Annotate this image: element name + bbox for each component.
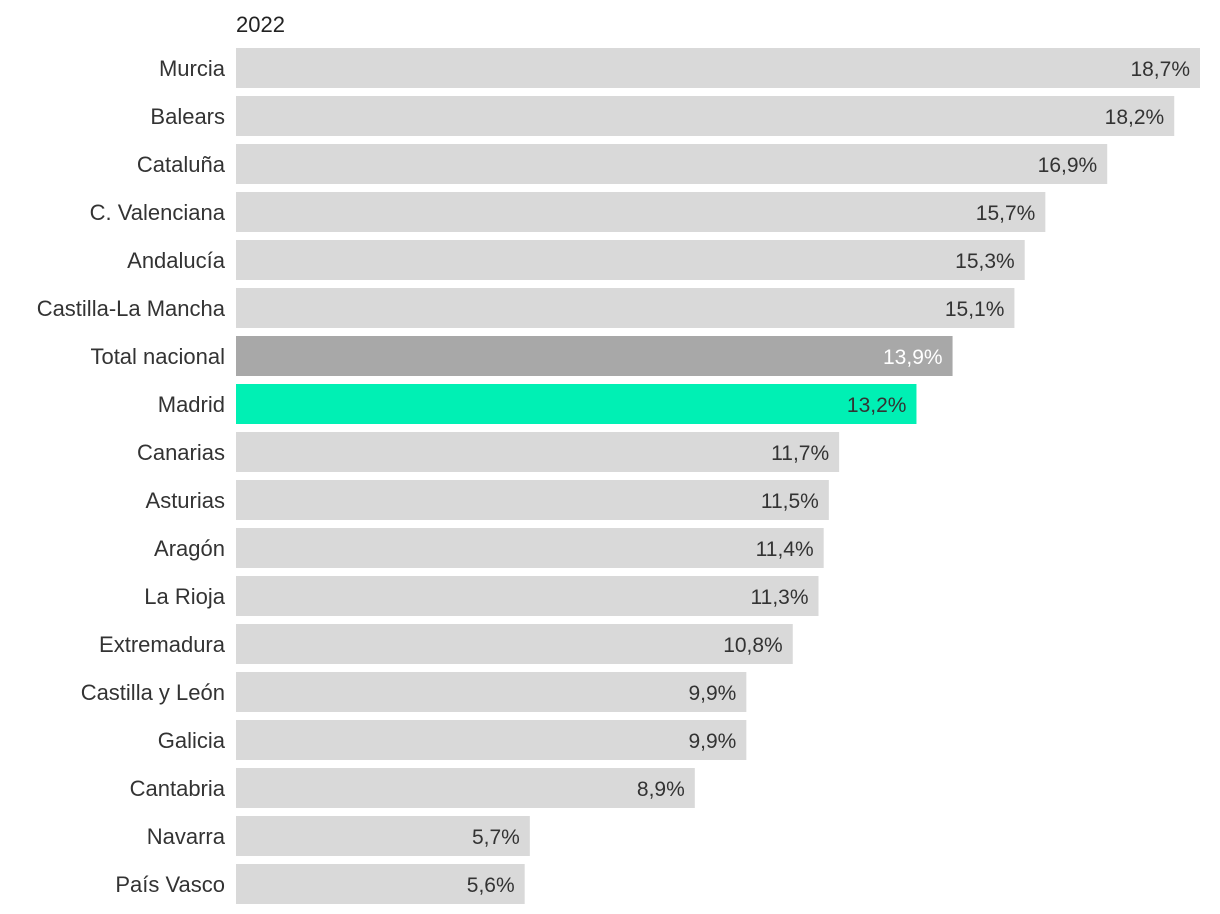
- value-label-la-rioja: 11,3%: [751, 586, 809, 609]
- bar-asturias: [236, 480, 829, 520]
- category-label-navarra: Navarra: [147, 824, 226, 849]
- bar-navarra: [236, 816, 530, 856]
- bar-extremadura: [236, 624, 793, 664]
- category-label-extremadura: Extremadura: [99, 632, 226, 657]
- value-label-castilla-la-mancha: 15,1%: [945, 298, 1005, 321]
- bar-c-valenciana: [236, 192, 1046, 232]
- category-label-pais-vasco: País Vasco: [115, 872, 225, 897]
- bar-galicia: [236, 720, 747, 760]
- value-label-c-valenciana: 15,7%: [976, 202, 1036, 225]
- category-label-c-valenciana: C. Valenciana: [90, 200, 226, 225]
- category-label-castilla-y-leon: Castilla y León: [81, 680, 225, 705]
- value-label-canarias: 11,7%: [771, 442, 829, 465]
- chart-title-year: 2022: [236, 12, 285, 37]
- value-label-pais-vasco: 5,6%: [467, 874, 515, 897]
- bar-la-rioja: [236, 576, 819, 616]
- value-label-extremadura: 10,8%: [723, 634, 783, 657]
- bar-andalucia: [236, 240, 1025, 280]
- category-label-balears: Balears: [150, 104, 225, 129]
- value-label-asturias: 11,5%: [761, 490, 819, 513]
- category-label-aragon: Aragón: [154, 536, 225, 561]
- value-label-galicia: 9,9%: [688, 730, 736, 753]
- value-label-cataluna: 16,9%: [1038, 154, 1098, 177]
- bar-madrid: [236, 384, 917, 424]
- value-label-balears: 18,2%: [1105, 106, 1165, 129]
- category-label-andalucia: Andalucía: [127, 248, 226, 273]
- category-label-canarias: Canarias: [137, 440, 225, 465]
- category-label-asturias: Asturias: [146, 488, 225, 513]
- category-label-total-nacional: Total nacional: [90, 344, 225, 369]
- bar-cataluna: [236, 144, 1108, 184]
- value-label-andalucia: 15,3%: [955, 250, 1015, 273]
- bar-total-nacional: [236, 336, 953, 376]
- bar-castilla-y-leon: [236, 672, 747, 712]
- category-label-madrid: Madrid: [158, 392, 225, 417]
- bar-cantabria: [236, 768, 695, 808]
- value-label-aragon: 11,4%: [756, 538, 814, 561]
- bar-castilla-la-mancha: [236, 288, 1015, 328]
- bars-group: Murcia 18,7% Balears 18,2% Cataluña 16,9% C. V…: [37, 48, 1200, 904]
- value-label-navarra: 5,7%: [472, 826, 520, 849]
- category-label-murcia: Murcia: [159, 56, 226, 81]
- value-label-total-nacional: 13,9%: [883, 346, 943, 369]
- bar-pais-vasco: [236, 864, 525, 904]
- value-label-murcia: 18,7%: [1130, 58, 1190, 81]
- bar-canarias: [236, 432, 840, 472]
- value-label-cantabria: 8,9%: [637, 778, 685, 801]
- category-label-castilla-la-mancha: Castilla-La Mancha: [37, 296, 226, 321]
- bar-balears: [236, 96, 1175, 136]
- category-label-galicia: Galicia: [158, 728, 226, 753]
- bar-aragon: [236, 528, 824, 568]
- bar-murcia: [236, 48, 1200, 88]
- category-label-la-rioja: La Rioja: [144, 584, 225, 609]
- category-label-cantabria: Cantabria: [130, 776, 226, 801]
- value-label-madrid: 13,2%: [847, 394, 907, 417]
- category-label-cataluna: Cataluña: [137, 152, 226, 177]
- value-label-castilla-y-leon: 9,9%: [688, 682, 736, 705]
